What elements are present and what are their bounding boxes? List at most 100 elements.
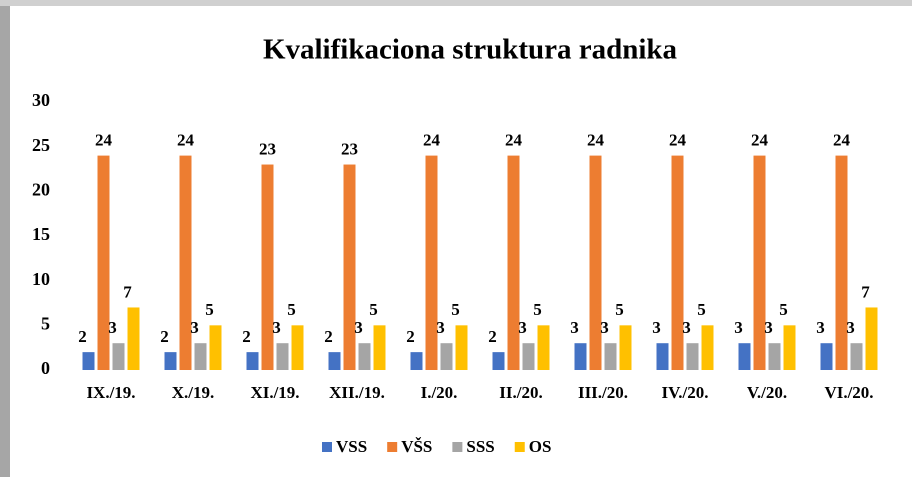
x-tick-label: V./20. (747, 383, 787, 402)
bar (440, 343, 453, 370)
data-label: 2 (488, 327, 497, 346)
bar (738, 343, 751, 370)
data-label: 5 (615, 300, 624, 319)
bar (276, 343, 289, 370)
data-label: 3 (354, 318, 363, 337)
data-label: 3 (734, 318, 743, 337)
bar (112, 343, 125, 370)
bar (574, 343, 587, 370)
data-label: 2 (324, 327, 333, 346)
bar (410, 352, 423, 370)
x-tick-label: IX./19. (86, 383, 135, 402)
data-label: 3 (816, 318, 825, 337)
bar (835, 155, 848, 370)
data-label: 24 (833, 131, 851, 150)
bar (701, 325, 714, 370)
data-label: 3 (846, 318, 855, 337)
data-label: 3 (190, 318, 199, 337)
data-label: 24 (587, 131, 605, 150)
data-label: 3 (652, 318, 661, 337)
bar (604, 343, 617, 370)
bar (246, 352, 259, 370)
data-label: 24 (423, 131, 441, 150)
data-label: 23 (341, 139, 358, 158)
data-label: 24 (669, 131, 687, 150)
bar (358, 343, 371, 370)
frame-left (0, 0, 10, 477)
bar (82, 352, 95, 370)
legend-swatch (322, 442, 332, 452)
data-label: 24 (95, 131, 113, 150)
data-label: 2 (78, 327, 87, 346)
bar (97, 155, 110, 370)
bar (537, 325, 550, 370)
bar (820, 343, 833, 370)
bar (179, 155, 192, 370)
data-label: 2 (160, 327, 169, 346)
data-label: 3 (108, 318, 117, 337)
x-tick-label: I./20. (421, 383, 458, 402)
data-label: 3 (682, 318, 691, 337)
data-label: 24 (505, 131, 523, 150)
y-tick-label: 10 (32, 269, 50, 289)
legend-swatch (452, 442, 463, 452)
y-tick-label: 5 (41, 313, 50, 333)
data-label: 5 (697, 300, 706, 319)
bar (343, 164, 356, 370)
data-label: 5 (287, 300, 296, 319)
legend-swatch (387, 442, 398, 452)
bar (127, 307, 140, 370)
bar (194, 343, 207, 370)
data-label: 2 (242, 327, 251, 346)
bar (425, 155, 438, 370)
bar (455, 325, 468, 370)
x-tick-label: X./19. (172, 383, 215, 402)
data-label: 3 (272, 318, 281, 337)
data-label: 3 (518, 318, 527, 337)
x-tick-label: II./20. (499, 383, 542, 402)
bar (492, 352, 505, 370)
x-tick-label: XII./19. (329, 383, 385, 402)
legend-label: VŠS (401, 437, 432, 456)
data-label: 2 (406, 327, 415, 346)
bar (753, 155, 766, 370)
y-tick-label: 0 (41, 358, 50, 378)
y-tick-label: 25 (32, 135, 50, 155)
y-tick-label: 30 (32, 90, 50, 110)
bar (783, 325, 796, 370)
bar (865, 307, 878, 370)
data-label: 5 (779, 300, 788, 319)
bar (671, 155, 684, 370)
y-tick-label: 20 (32, 179, 50, 199)
data-label: 24 (177, 131, 195, 150)
bar (507, 155, 520, 370)
data-label: 7 (861, 282, 870, 301)
data-label: 5 (451, 300, 460, 319)
bar (589, 155, 602, 370)
chart-title: Kvalifikaciona struktura radnika (263, 34, 678, 66)
data-label: 5 (205, 300, 214, 319)
x-tick-label: III./20. (578, 383, 628, 402)
bar (768, 343, 781, 370)
data-label: 24 (751, 131, 769, 150)
bar (619, 325, 632, 370)
bar (850, 343, 863, 370)
bar (164, 352, 177, 370)
data-label: 5 (533, 300, 542, 319)
data-label: 3 (436, 318, 445, 337)
data-label: 23 (259, 139, 276, 158)
data-label: 5 (369, 300, 378, 319)
legend-label: VSS (336, 437, 367, 456)
data-label: 3 (600, 318, 609, 337)
x-tick-label: IV./20. (662, 383, 709, 402)
legend-label: OS (529, 437, 552, 456)
y-tick-label: 15 (32, 224, 50, 244)
bar (261, 164, 274, 370)
frame-top (0, 0, 912, 6)
data-label: 7 (123, 282, 132, 301)
bar (328, 352, 341, 370)
bar (373, 325, 386, 370)
